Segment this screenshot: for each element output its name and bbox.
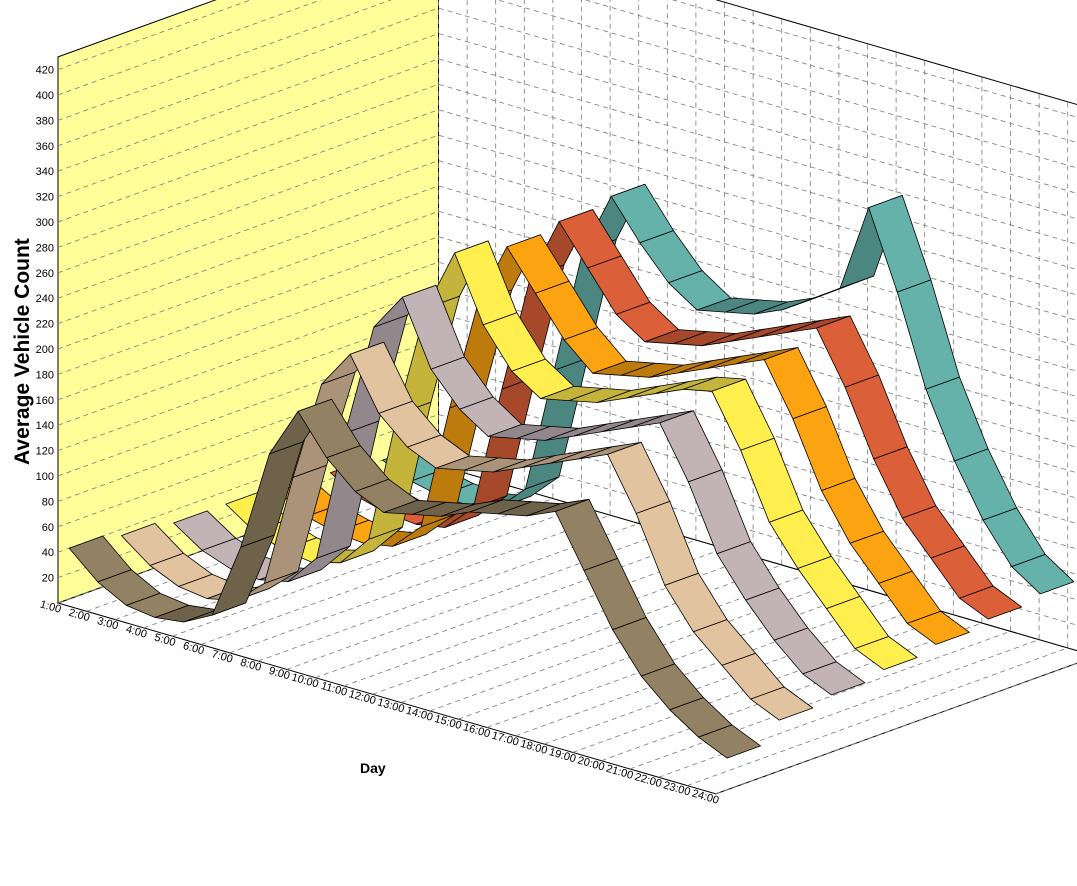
- x-gridline: [629, 85, 1011, 770]
- y-tick-label: 340: [36, 166, 54, 178]
- x-gridline: [315, 0, 697, 679]
- x-gridline: [229, 0, 611, 654]
- y-tick-label: 180: [36, 369, 54, 381]
- ribbon-series: [382, 183, 1075, 595]
- ribbon-segment: [802, 661, 866, 696]
- x-gridline: [286, 0, 668, 670]
- y-axis-ticks: 20 40 60 80 100 120 140 160 180 200 220 240 260 280 30…: [36, 65, 54, 585]
- x-gridline: [372, 10, 754, 695]
- y-tick-label: 360: [36, 141, 54, 153]
- y-tick-label: 220: [36, 319, 54, 331]
- x-gridline: [57, 0, 439, 604]
- x-gridline: [458, 35, 840, 720]
- ribbon-series: [68, 398, 761, 759]
- y-tick-label: 260: [36, 268, 54, 280]
- y-tick-label: 40: [42, 547, 54, 559]
- ribbon-segment: [750, 686, 814, 721]
- x-gridline: [401, 18, 783, 703]
- y-tick-label: 140: [36, 420, 54, 432]
- y-tick-label: 240: [36, 293, 54, 305]
- x-gridline: [115, 0, 497, 620]
- x-tick-label: 3:00: [96, 615, 120, 632]
- ribbon-segment: [854, 636, 918, 670]
- chart-gridlines: [57, 0, 1077, 795]
- y-tick-label: 280: [36, 242, 54, 254]
- y-tick-label: 20: [42, 573, 54, 585]
- ribbon-segment: [959, 585, 1023, 620]
- x-axis-title: Day: [360, 760, 386, 776]
- x-gridline: [572, 68, 954, 753]
- ribbon-series: [329, 209, 1023, 620]
- x-tick-label: 6:00: [182, 640, 206, 657]
- y-tick-label: 60: [42, 522, 54, 534]
- x-tick-label: 5:00: [153, 632, 177, 649]
- ribbon-series: [173, 284, 866, 696]
- ribbon-segment: [1011, 554, 1075, 595]
- ribbon-segment: [698, 724, 761, 759]
- y-tick-label: 400: [36, 90, 54, 102]
- y-tick-label: 120: [36, 446, 54, 458]
- x-gridline: [258, 0, 640, 662]
- x-gridline: [429, 27, 811, 712]
- x-gridline: [658, 93, 1040, 778]
- x-tick-label: 4:00: [124, 623, 148, 640]
- y-tick-label: 320: [36, 192, 54, 204]
- y-tick-label: 160: [36, 395, 54, 407]
- y-tick-label: 100: [36, 471, 54, 483]
- x-gridline: [86, 0, 468, 612]
- y-tick-label: 420: [36, 65, 54, 77]
- x-tick-label: 7:00: [210, 648, 234, 665]
- x-tick-label: 8:00: [239, 657, 263, 674]
- x-gridline: [687, 101, 1069, 786]
- x-tick-label: 9:00: [267, 665, 291, 682]
- y-tick-label: 300: [36, 217, 54, 229]
- x-gridline: [601, 76, 983, 762]
- y-tick-label: 380: [36, 115, 54, 127]
- x-gridline: [143, 0, 525, 629]
- chart-ribbons: [68, 183, 1075, 759]
- x-tick-label: 1:00: [39, 598, 63, 615]
- ribbon-segment: [906, 610, 970, 645]
- x-gridline: [172, 0, 554, 637]
- y-axis-title: Average Vehicle Count: [11, 238, 34, 465]
- x-gridline: [544, 60, 926, 745]
- y-tick-label: 200: [36, 344, 54, 356]
- x-tick-label: 2:00: [67, 607, 91, 624]
- x-gridline: [343, 2, 725, 687]
- y-tick-label: 80: [42, 496, 54, 508]
- x-gridline: [200, 0, 582, 645]
